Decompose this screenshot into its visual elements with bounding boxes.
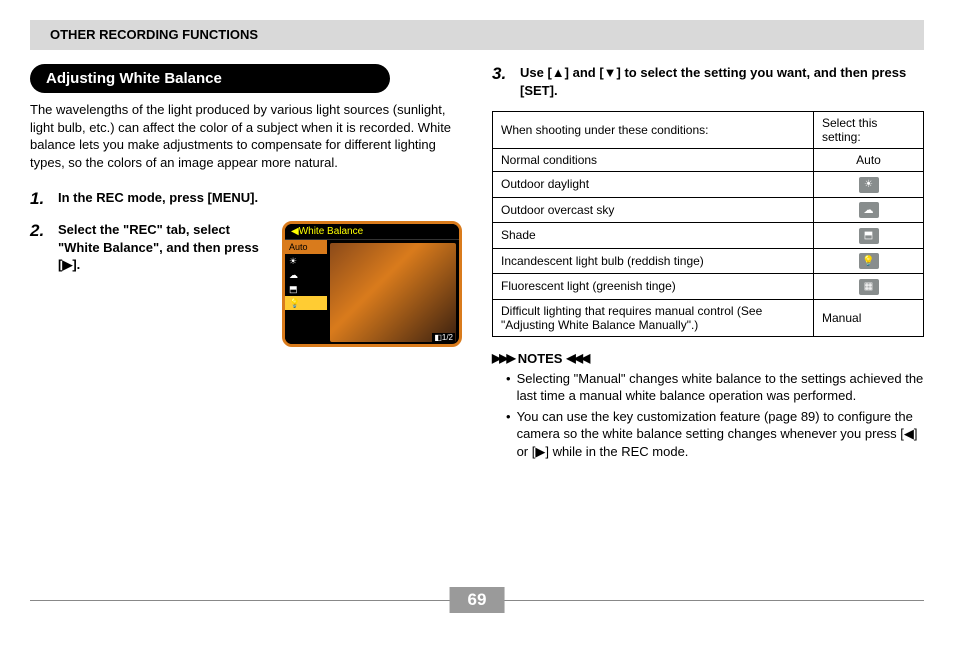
note-item: • You can use the key customization feat… [492, 408, 924, 461]
notes-heading: ▶▶▶ NOTES ◀◀◀ [492, 351, 924, 366]
step-2-number: 2. [30, 221, 50, 241]
right-column: 3. Use [▲] and [▼] to select the setting… [492, 64, 924, 463]
table-cell-condition: Outdoor daylight [493, 172, 814, 198]
sun-icon: ☀ [859, 177, 879, 193]
camera-screenshot: ◀White Balance Auto ☀ ☁ ⬒ 💡 [282, 221, 462, 347]
table-row: Fluorescent light (greenish tinge) ▦ [493, 274, 924, 300]
page-number: 69 [450, 587, 505, 613]
step-3: 3. Use [▲] and [▼] to select the setting… [492, 64, 924, 99]
step-2-text: Select the "REC" tab, select "White Bala… [58, 221, 270, 274]
shade-icon: ⬒ [859, 228, 879, 244]
cloud-icon: ☁ [859, 202, 879, 218]
table-cell-setting: Auto [814, 149, 924, 172]
bullet-icon: • [506, 408, 511, 461]
bulb-icon: 💡 [859, 253, 879, 269]
table-row: Difficult lighting that requires manual … [493, 299, 924, 336]
camera-menu-item: ⬒ [285, 282, 327, 296]
arrow-right-icon: ▶▶▶ [492, 351, 514, 365]
camera-menu-item: ☁ [285, 268, 327, 282]
camera-menu-list: Auto ☀ ☁ ⬒ 💡 [285, 240, 327, 345]
table-cell-setting: ▦ [814, 274, 924, 300]
intro-paragraph: The wavelengths of the light produced by… [30, 101, 462, 171]
table-cell-condition: Difficult lighting that requires manual … [493, 299, 814, 336]
note-text: Selecting "Manual" changes white balance… [517, 370, 924, 405]
table-header-row: When shooting under these conditions: Se… [493, 112, 924, 149]
table-cell-setting: ☀ [814, 172, 924, 198]
step-3-text: Use [▲] and [▼] to select the setting yo… [520, 64, 924, 99]
table-cell-condition: Outdoor overcast sky [493, 197, 814, 223]
table-cell-setting: ☁ [814, 197, 924, 223]
bullet-icon: • [506, 370, 511, 405]
table-row: Outdoor daylight ☀ [493, 172, 924, 198]
left-column: Adjusting White Balance The wavelengths … [30, 64, 462, 463]
section-header-text: OTHER RECORDING FUNCTIONS [50, 27, 258, 42]
table-cell-condition: Incandescent light bulb (reddish tinge) [493, 248, 814, 274]
table-cell-setting: Manual [814, 299, 924, 336]
table-row: Normal conditions Auto [493, 149, 924, 172]
table-row: Outdoor overcast sky ☁ [493, 197, 924, 223]
camera-menu-item: 💡 [285, 296, 327, 310]
step-1: 1. In the REC mode, press [MENU]. [30, 189, 462, 209]
notes-label: NOTES [518, 351, 563, 366]
step-1-text: In the REC mode, press [MENU]. [58, 189, 462, 207]
table-cell-condition: Shade [493, 223, 814, 249]
step-3-number: 3. [492, 64, 512, 84]
camera-menu-item: ☀ [285, 254, 327, 268]
table-header-conditions: When shooting under these conditions: [493, 112, 814, 149]
arrow-left-icon: ◀◀◀ [566, 351, 588, 365]
camera-menu-item [285, 310, 327, 324]
camera-screen-title: ◀White Balance [285, 224, 459, 240]
table-cell-setting: 💡 [814, 248, 924, 274]
table-cell-setting: ⬒ [814, 223, 924, 249]
camera-preview-image [330, 243, 456, 342]
table-cell-condition: Fluorescent light (greenish tinge) [493, 274, 814, 300]
section-header: OTHER RECORDING FUNCTIONS [30, 20, 924, 50]
step-2: 2. Select the "REC" tab, select "White B… [30, 221, 462, 347]
table-row: Shade ⬒ [493, 223, 924, 249]
note-text: You can use the key customization featur… [517, 408, 924, 461]
table-header-setting: Select this setting: [814, 112, 924, 149]
note-item: • Selecting "Manual" changes white balan… [492, 370, 924, 405]
step-1-number: 1. [30, 189, 50, 209]
topic-heading: Adjusting White Balance [30, 64, 390, 93]
white-balance-table: When shooting under these conditions: Se… [492, 111, 924, 337]
table-row: Incandescent light bulb (reddish tinge) … [493, 248, 924, 274]
camera-menu-item: Auto [285, 240, 327, 254]
fluorescent-icon: ▦ [859, 279, 879, 295]
page-footer: 69 [30, 600, 924, 628]
camera-page-indicator: ◧1/2 [432, 333, 455, 342]
table-cell-condition: Normal conditions [493, 149, 814, 172]
